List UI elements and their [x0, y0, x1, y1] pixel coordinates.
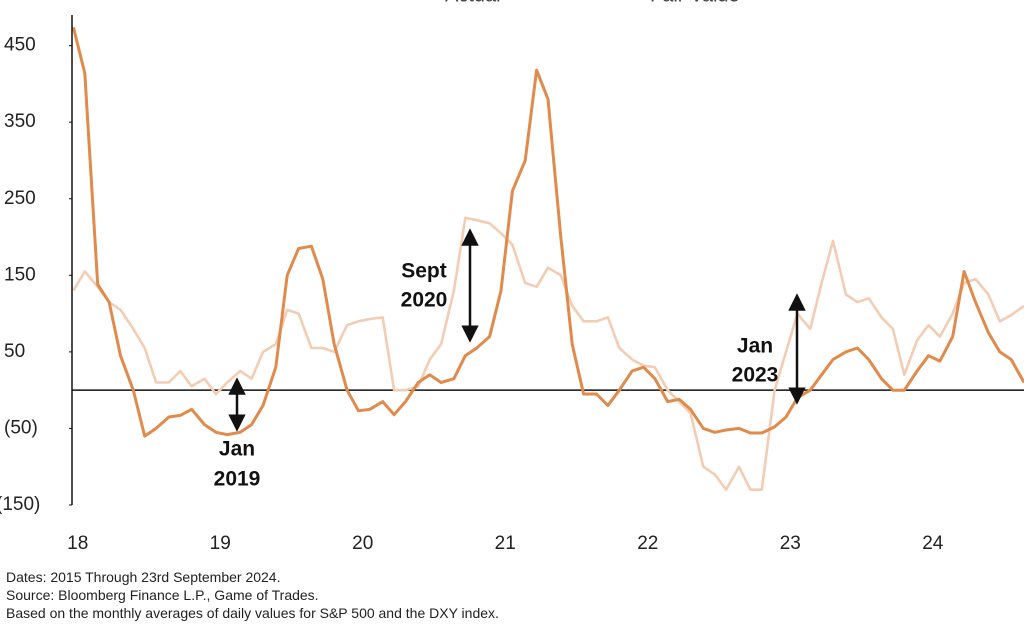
- y-tick-label: 250: [4, 188, 36, 209]
- annotation: 2023: [732, 364, 779, 387]
- y-tick-label: 450: [4, 35, 36, 56]
- y-tick-label: (150): [0, 494, 40, 515]
- y-tick-label: 150: [4, 264, 36, 285]
- annotation: Jan: [737, 335, 773, 358]
- x-tick-label: 20: [352, 533, 373, 554]
- plot-area: [72, 26, 1024, 491]
- annotation: 2019: [214, 468, 261, 491]
- footnote: Source: Bloomberg Finance L.P., Game of …: [6, 587, 319, 603]
- series-line: [72, 26, 1024, 438]
- annotation: Sept: [401, 260, 447, 283]
- x-tick-label: 22: [637, 533, 658, 554]
- footnote: Dates: 2015 Through 23rd September 2024.: [6, 569, 280, 585]
- x-tick-label: 19: [210, 533, 231, 554]
- annotation: 2020: [401, 289, 448, 312]
- y-tick-label: 50: [4, 341, 25, 362]
- x-tick-label: 23: [780, 533, 801, 554]
- y-tick-label: 350: [4, 111, 36, 132]
- legend-label: Fair Value: [650, 0, 740, 6]
- series-line: [72, 216, 1024, 491]
- legend-label: Actual: [445, 0, 501, 6]
- y-tick-label: (50): [4, 417, 38, 438]
- x-tick-label: 21: [495, 533, 516, 554]
- axes: 450 350 250 150 50 (50) (150) 18 19 20 21 22 23 24: [0, 15, 944, 554]
- annotation: Jan: [219, 438, 255, 461]
- x-tick-label: 18: [67, 533, 88, 554]
- x-tick-label: 24: [922, 533, 944, 554]
- footnote: Based on the monthly averages of daily v…: [6, 605, 499, 621]
